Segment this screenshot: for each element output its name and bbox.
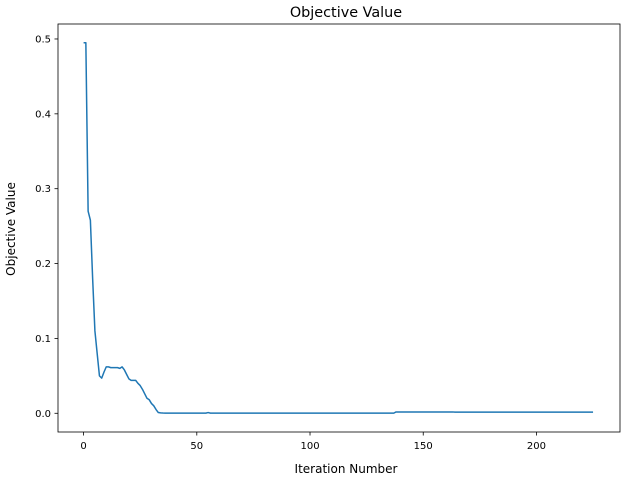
x-tick-label: 50 (190, 441, 203, 452)
x-tick-label: 200 (527, 441, 546, 452)
x-tick-label: 0 (80, 441, 86, 452)
y-tick-label: 0.1 (35, 334, 51, 345)
y-tick-label: 0.4 (35, 109, 51, 120)
y-tick-label: 0.3 (35, 184, 51, 195)
chart-title: Objective Value (290, 5, 402, 21)
x-tick-label: 100 (300, 441, 319, 452)
y-tick-label: 0.0 (35, 409, 51, 420)
plot-area-frame (57, 23, 621, 433)
y-tick-label: 0.5 (35, 34, 51, 45)
x-axis-label: Iteration Number (295, 462, 398, 476)
x-tick-label: 150 (414, 441, 433, 452)
y-axis-label: Objective Value (4, 182, 18, 276)
y-tick-label: 0.2 (35, 259, 51, 270)
series-line (83, 41, 594, 414)
